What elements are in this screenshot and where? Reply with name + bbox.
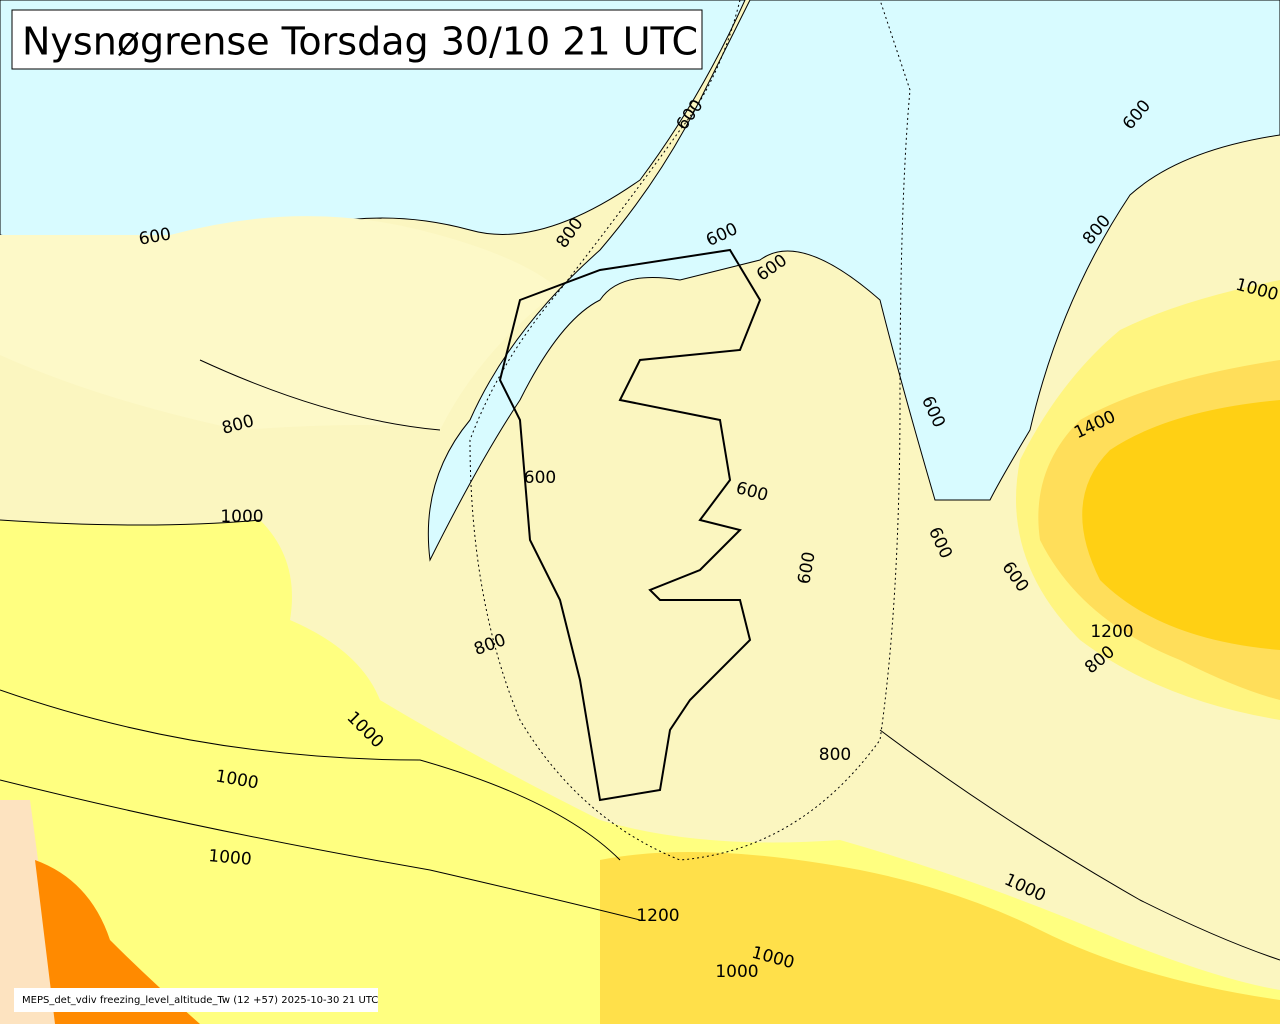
contour-label: 1200 xyxy=(1090,622,1133,642)
caption-box xyxy=(14,988,378,1012)
title-box xyxy=(11,9,703,70)
contour-line xyxy=(0,689,621,861)
contour-line xyxy=(0,519,261,526)
contour-label: 1000 xyxy=(220,507,263,527)
contour-label: 1000 xyxy=(208,846,253,870)
contour-label: 1200 xyxy=(636,906,679,926)
contour-label: 1000 xyxy=(715,962,758,982)
caption: MEPS_det_vdiv freezing_level_altitude_Tw… xyxy=(22,995,378,1006)
band-1400 xyxy=(1082,400,1280,650)
contour-line xyxy=(199,359,441,431)
region-outline xyxy=(469,0,911,861)
contour-line xyxy=(879,729,1280,961)
map-title: Nysnøgrense Torsdag 30/10 21 UTC xyxy=(22,20,698,64)
contour-label: 600 xyxy=(524,468,556,488)
contour-label: 800 xyxy=(819,745,851,765)
county-borders xyxy=(498,248,762,802)
low-freezing-area xyxy=(427,0,1280,562)
contour-line xyxy=(0,779,641,921)
band-600-800 xyxy=(0,216,560,430)
edge-area xyxy=(0,800,60,1024)
band-high xyxy=(35,860,200,1024)
band-1200-1400 xyxy=(600,852,1280,1024)
